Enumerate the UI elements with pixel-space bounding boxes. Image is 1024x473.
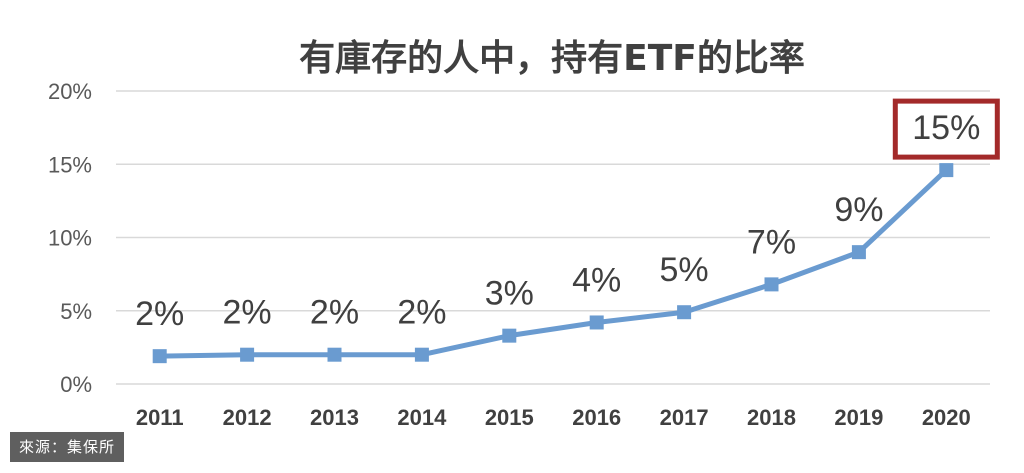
x-tick-label: 2019 <box>834 405 883 430</box>
data-label: 2% <box>310 294 359 332</box>
y-tick-label: 15% <box>48 152 92 177</box>
y-tick-label: 10% <box>48 226 92 251</box>
x-tick-label: 2013 <box>310 405 359 430</box>
chart-title: 有庫存的人中，持有ETF的比率 <box>299 38 805 79</box>
source-caption: 來源：集保所 <box>10 432 125 462</box>
data-point-marker <box>414 347 429 362</box>
data-point-marker <box>939 163 954 178</box>
data-label: 2% <box>135 295 184 333</box>
x-tick-label: 2014 <box>397 405 447 430</box>
data-label: 2% <box>223 294 272 332</box>
x-tick-label: 2012 <box>223 405 272 430</box>
data-point-marker <box>589 315 604 330</box>
data-point-marker <box>327 347 342 362</box>
data-point-marker <box>764 277 779 292</box>
series-line <box>159 168 949 359</box>
data-label: 2% <box>397 294 446 332</box>
y-tick-label: 5% <box>60 299 92 324</box>
x-tick-label: 2015 <box>485 405 534 430</box>
data-label: 5% <box>660 251 709 289</box>
data-label: 15% <box>912 109 980 147</box>
y-tick-label: 0% <box>60 372 92 397</box>
data-point-marker <box>677 305 692 320</box>
data-point-marker <box>502 328 517 343</box>
data-label: 4% <box>572 261 621 299</box>
data-label: 3% <box>485 275 534 313</box>
highlight-box <box>892 98 1000 160</box>
x-tick-label: 2016 <box>572 405 621 430</box>
x-tick-label: 2011 <box>136 405 184 430</box>
x-tick-label: 2017 <box>660 405 709 430</box>
x-tick-label: 2020 <box>922 405 971 430</box>
data-point-marker <box>851 245 866 260</box>
data-point-marker <box>152 349 167 364</box>
data-label: 9% <box>834 191 883 229</box>
x-tick-label: 2018 <box>747 405 796 430</box>
data-label: 7% <box>747 223 796 261</box>
data-point-marker <box>240 347 255 362</box>
y-tick-label: 20% <box>48 79 92 104</box>
